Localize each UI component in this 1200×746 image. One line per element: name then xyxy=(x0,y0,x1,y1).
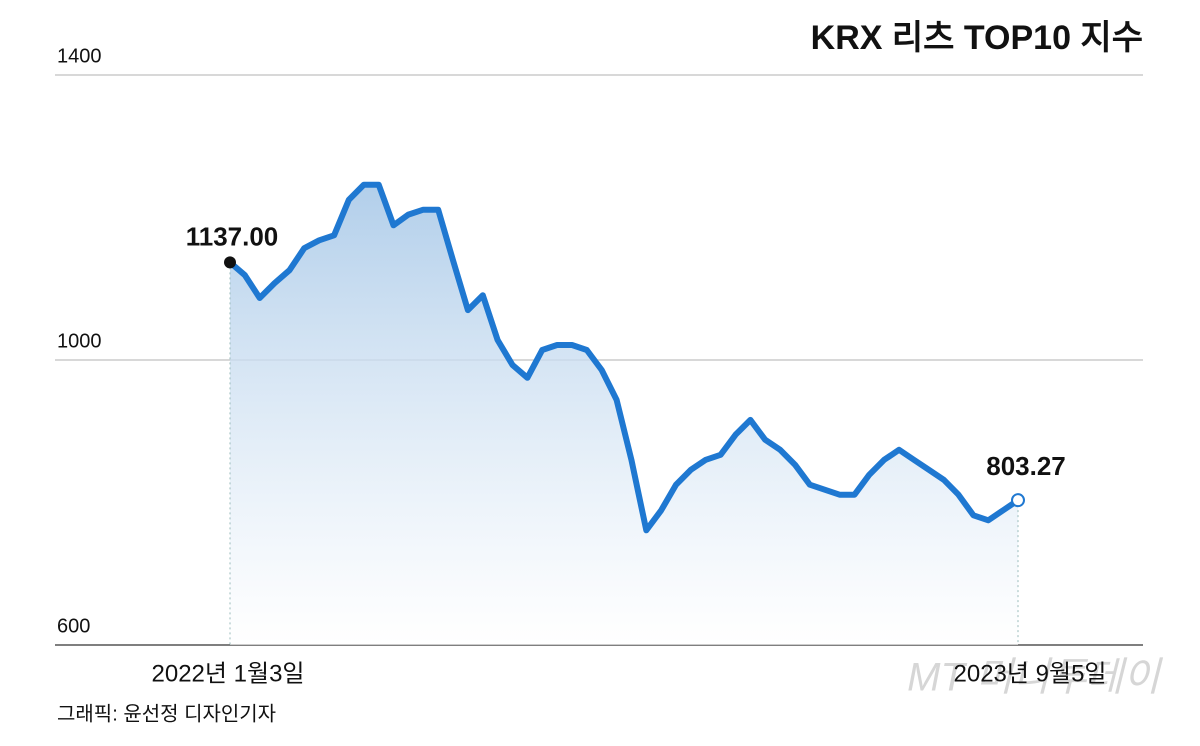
point xyxy=(224,256,236,269)
x-tick-label: 2023년 9월5일 xyxy=(954,660,1107,687)
area xyxy=(230,184,1018,645)
y-tick-label: 1400 xyxy=(57,45,102,67)
credit: 그래픽: 윤선정 디자인기자 xyxy=(57,702,276,725)
value-label: 803.27 xyxy=(986,451,1066,481)
x-tick-label: 2022년 1월3일 xyxy=(152,660,305,687)
y-tick-label: 1000 xyxy=(57,330,102,352)
watermark: MT 머니투데이 xyxy=(907,656,1163,700)
line xyxy=(227,181,1021,534)
point xyxy=(1011,493,1025,508)
chart-title: KRX 리츠 TOP10 지수 xyxy=(811,19,1143,57)
value-label: 1137.00 xyxy=(186,221,279,251)
y-tick-label: 600 xyxy=(57,615,90,637)
